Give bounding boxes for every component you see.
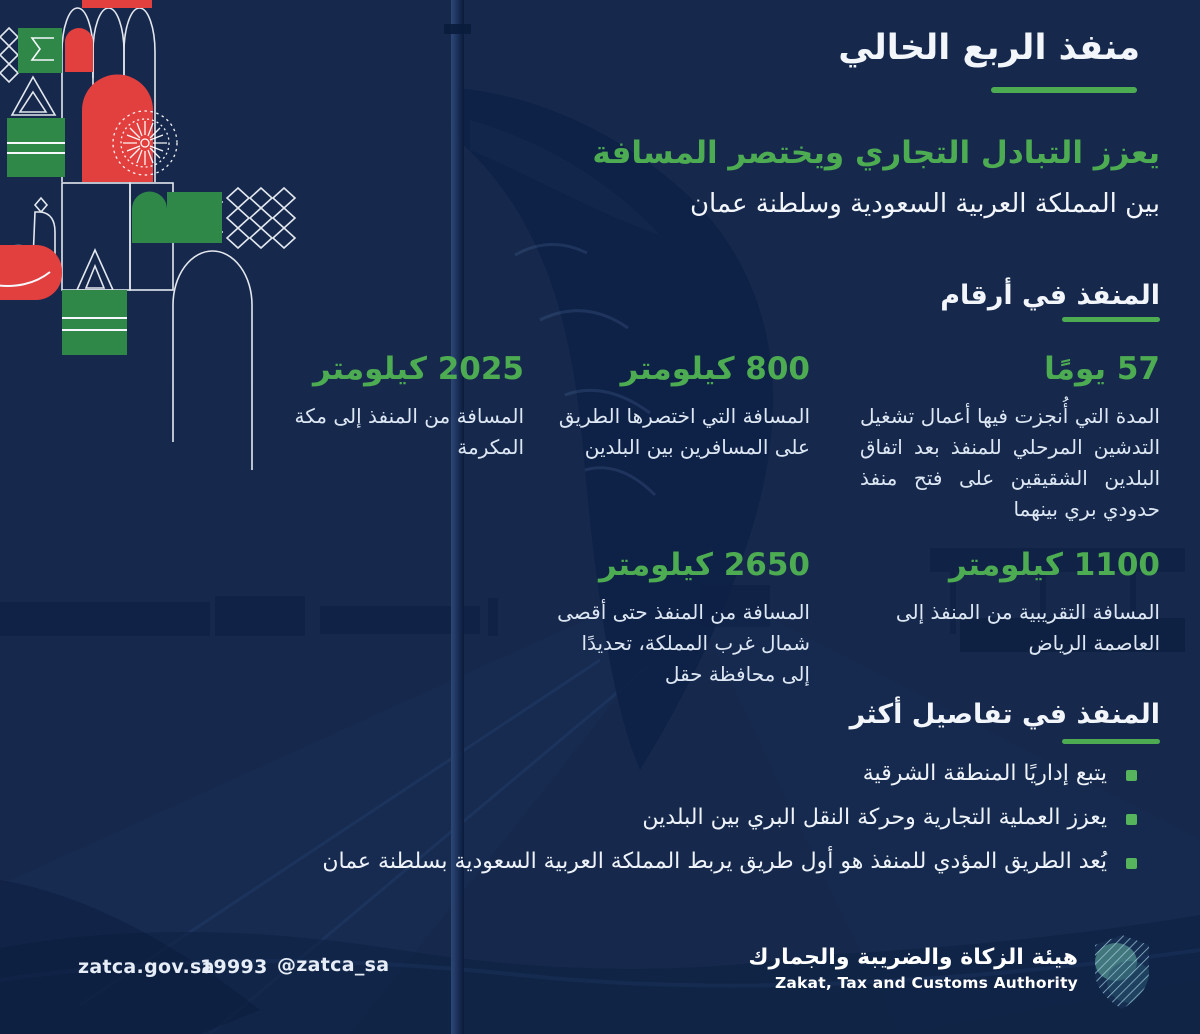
footer-phone: 19993 <box>200 956 268 978</box>
numbers-heading-underline <box>1062 317 1160 322</box>
stat-value: 57 <box>1116 351 1160 387</box>
bullet-text: يتبع إداريًا المنطقة الشرقية <box>862 761 1107 786</box>
details-section-heading: المنفذ في تفاصيل أكثر <box>849 699 1160 730</box>
triangle-motif-upper <box>10 75 57 116</box>
footer-website: zatca.gov.sa <box>78 956 215 978</box>
stat-unit: كيلومتر <box>620 351 735 387</box>
stat-1100-desc: المسافة التقريبية من المنفذ إلى العاصمة … <box>895 600 1160 655</box>
stat-unit: كيلومتر <box>313 351 427 387</box>
authority-name-arabic: هيئة الزكاة والضريبة والجمارك <box>748 945 1078 970</box>
arch-frame <box>61 7 94 182</box>
stat-unit: يومًا <box>1044 351 1107 387</box>
bullet-square-icon <box>1126 770 1137 781</box>
detail-bullet-1: يتبع إداريًا المنطقة الشرقية <box>863 761 1137 786</box>
stat-2650-desc: المسافة من المنفذ حتى أقصى شمال غرب المم… <box>557 600 810 686</box>
red-pill <box>0 245 62 300</box>
detail-bullet-2: يعزز العملية التجارية وحركة النقل البري … <box>642 805 1137 830</box>
stat-1100-km: 1100 كيلومتر <box>949 547 1160 583</box>
green-square-2 <box>167 192 222 243</box>
stat-800-desc: المسافة التي اختصرها الطريق على المسافري… <box>558 404 810 459</box>
flagpole-clamp <box>444 24 471 34</box>
dallah-icon <box>33 196 49 214</box>
green-square <box>18 28 62 73</box>
triangle-motif-lower <box>75 248 115 291</box>
red-arch-large <box>82 74 153 182</box>
title-underline <box>991 87 1137 93</box>
stat-2025-desc: المسافة من المنفذ إلى مكة المكرمة <box>294 404 524 459</box>
green-arch <box>132 191 167 243</box>
stat-value: 2025 <box>437 351 524 387</box>
stat-57-desc: المدة التي أُنجزت فيها أعمال تشغيل التدش… <box>860 404 1160 521</box>
flagpole <box>451 0 464 1034</box>
diamond-lattice-left <box>0 26 20 84</box>
zatca-shield-icon <box>1095 935 1149 1009</box>
authority-name-english: Zakat, Tax and Customs Authority <box>774 974 1078 992</box>
saudi-geometric-art <box>0 0 297 470</box>
detail-bullet-3: يُعد الطريق المؤدي للمنفذ هو أول طريق ير… <box>322 849 1137 874</box>
stat-2650-km: 2650 كيلومتر <box>599 547 810 583</box>
stat-value: 800 <box>745 351 810 387</box>
bullet-text: يعزز العملية التجارية وحركة النقل البري … <box>642 805 1107 830</box>
large-arch-outline <box>172 250 253 470</box>
footer-social-handle: @zatca_sa <box>277 954 390 976</box>
details-heading-underline <box>1062 739 1160 744</box>
page-title: منفذ الربع الخالي <box>838 28 1140 68</box>
subtitle-green: يعزز التبادل التجاري ويختصر المسافة <box>592 135 1160 171</box>
stat-unit: كيلومتر <box>599 547 713 583</box>
stat-800-km: 800 كيلومتر <box>621 351 810 387</box>
green-striped-block-2 <box>62 290 127 355</box>
bullet-square-icon <box>1126 814 1137 825</box>
stat-value: 2650 <box>723 547 810 583</box>
bullet-square-icon <box>1126 858 1137 869</box>
green-striped-block <box>7 118 65 177</box>
numbers-section-heading: المنفذ في أرقام <box>940 280 1160 311</box>
diamond-lattice-block <box>225 186 297 250</box>
stat-57-days: 57 يومًا <box>1044 351 1160 387</box>
red-arch-small <box>65 28 93 72</box>
stat-value: 1100 <box>1073 547 1160 583</box>
authority-logo-text: هيئة الزكاة والضريبة والجمارك Zakat, Tax… <box>748 944 1078 992</box>
stat-2025-km: 2025 كيلومتر <box>313 351 524 387</box>
rosette-sun-icon <box>112 110 178 176</box>
bullet-text: يُعد الطريق المؤدي للمنفذ هو أول طريق ير… <box>322 849 1107 874</box>
stat-unit: كيلومتر <box>949 547 1063 583</box>
subtitle-white: بين المملكة العربية السعودية وسلطنة عمان <box>689 189 1160 219</box>
